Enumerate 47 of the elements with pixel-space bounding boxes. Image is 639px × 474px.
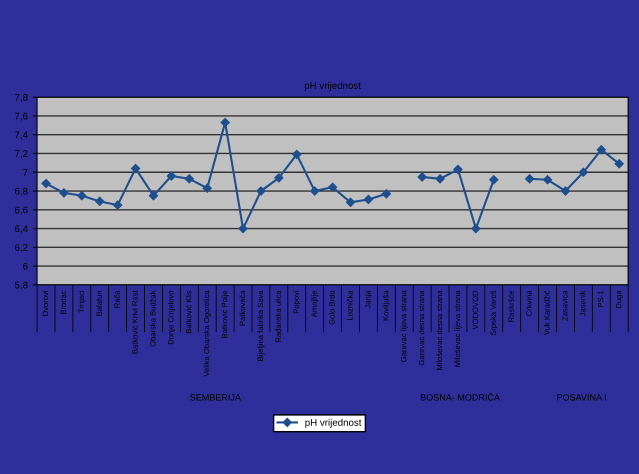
y-tick-label: 6 bbox=[23, 262, 28, 270]
point bbox=[41, 178, 51, 188]
point bbox=[364, 194, 374, 204]
point bbox=[95, 196, 104, 206]
point bbox=[471, 224, 481, 234]
point bbox=[130, 164, 140, 174]
point bbox=[328, 182, 338, 192]
point bbox=[453, 164, 463, 174]
y-tick-label: 6,2 bbox=[15, 244, 28, 252]
y-tick-label: 7,8 bbox=[15, 94, 28, 102]
point bbox=[256, 186, 266, 196]
point bbox=[59, 188, 69, 198]
point bbox=[525, 174, 534, 184]
y-tick-label: 7 bbox=[23, 169, 28, 176]
point bbox=[614, 159, 624, 168]
point bbox=[238, 224, 248, 234]
y-tick-label: 6,4 bbox=[15, 225, 28, 234]
y-tick-label: 7,6 bbox=[15, 112, 28, 121]
point bbox=[166, 171, 176, 181]
point bbox=[274, 173, 284, 183]
text: BOSNA- MODRIČA bbox=[420, 392, 500, 401]
point bbox=[578, 168, 588, 177]
point bbox=[220, 118, 230, 128]
point bbox=[148, 191, 158, 200]
point bbox=[346, 198, 356, 207]
point bbox=[310, 186, 320, 196]
point bbox=[418, 172, 427, 182]
text: POSAVINA I bbox=[557, 394, 606, 401]
y-tick-label: 6,6 bbox=[15, 206, 28, 215]
point bbox=[560, 186, 570, 196]
point bbox=[113, 200, 122, 210]
point bbox=[77, 191, 86, 200]
legend-label: pH vrijednost bbox=[305, 418, 362, 428]
y-tick-label: 6,8 bbox=[15, 188, 28, 196]
text: SEMBERIJA bbox=[190, 394, 241, 401]
y-tick-label: 5,8 bbox=[14, 282, 28, 290]
y-tick-label: 7,4 bbox=[15, 132, 28, 140]
point bbox=[202, 184, 212, 193]
point bbox=[435, 174, 445, 184]
point bbox=[382, 189, 391, 198]
point bbox=[489, 175, 498, 184]
point bbox=[292, 150, 302, 160]
point bbox=[184, 174, 194, 184]
y-tick-label: 7,2 bbox=[15, 150, 28, 158]
point bbox=[542, 175, 552, 184]
chart-title: pH vrijednost bbox=[304, 82, 361, 91]
point bbox=[596, 145, 606, 154]
